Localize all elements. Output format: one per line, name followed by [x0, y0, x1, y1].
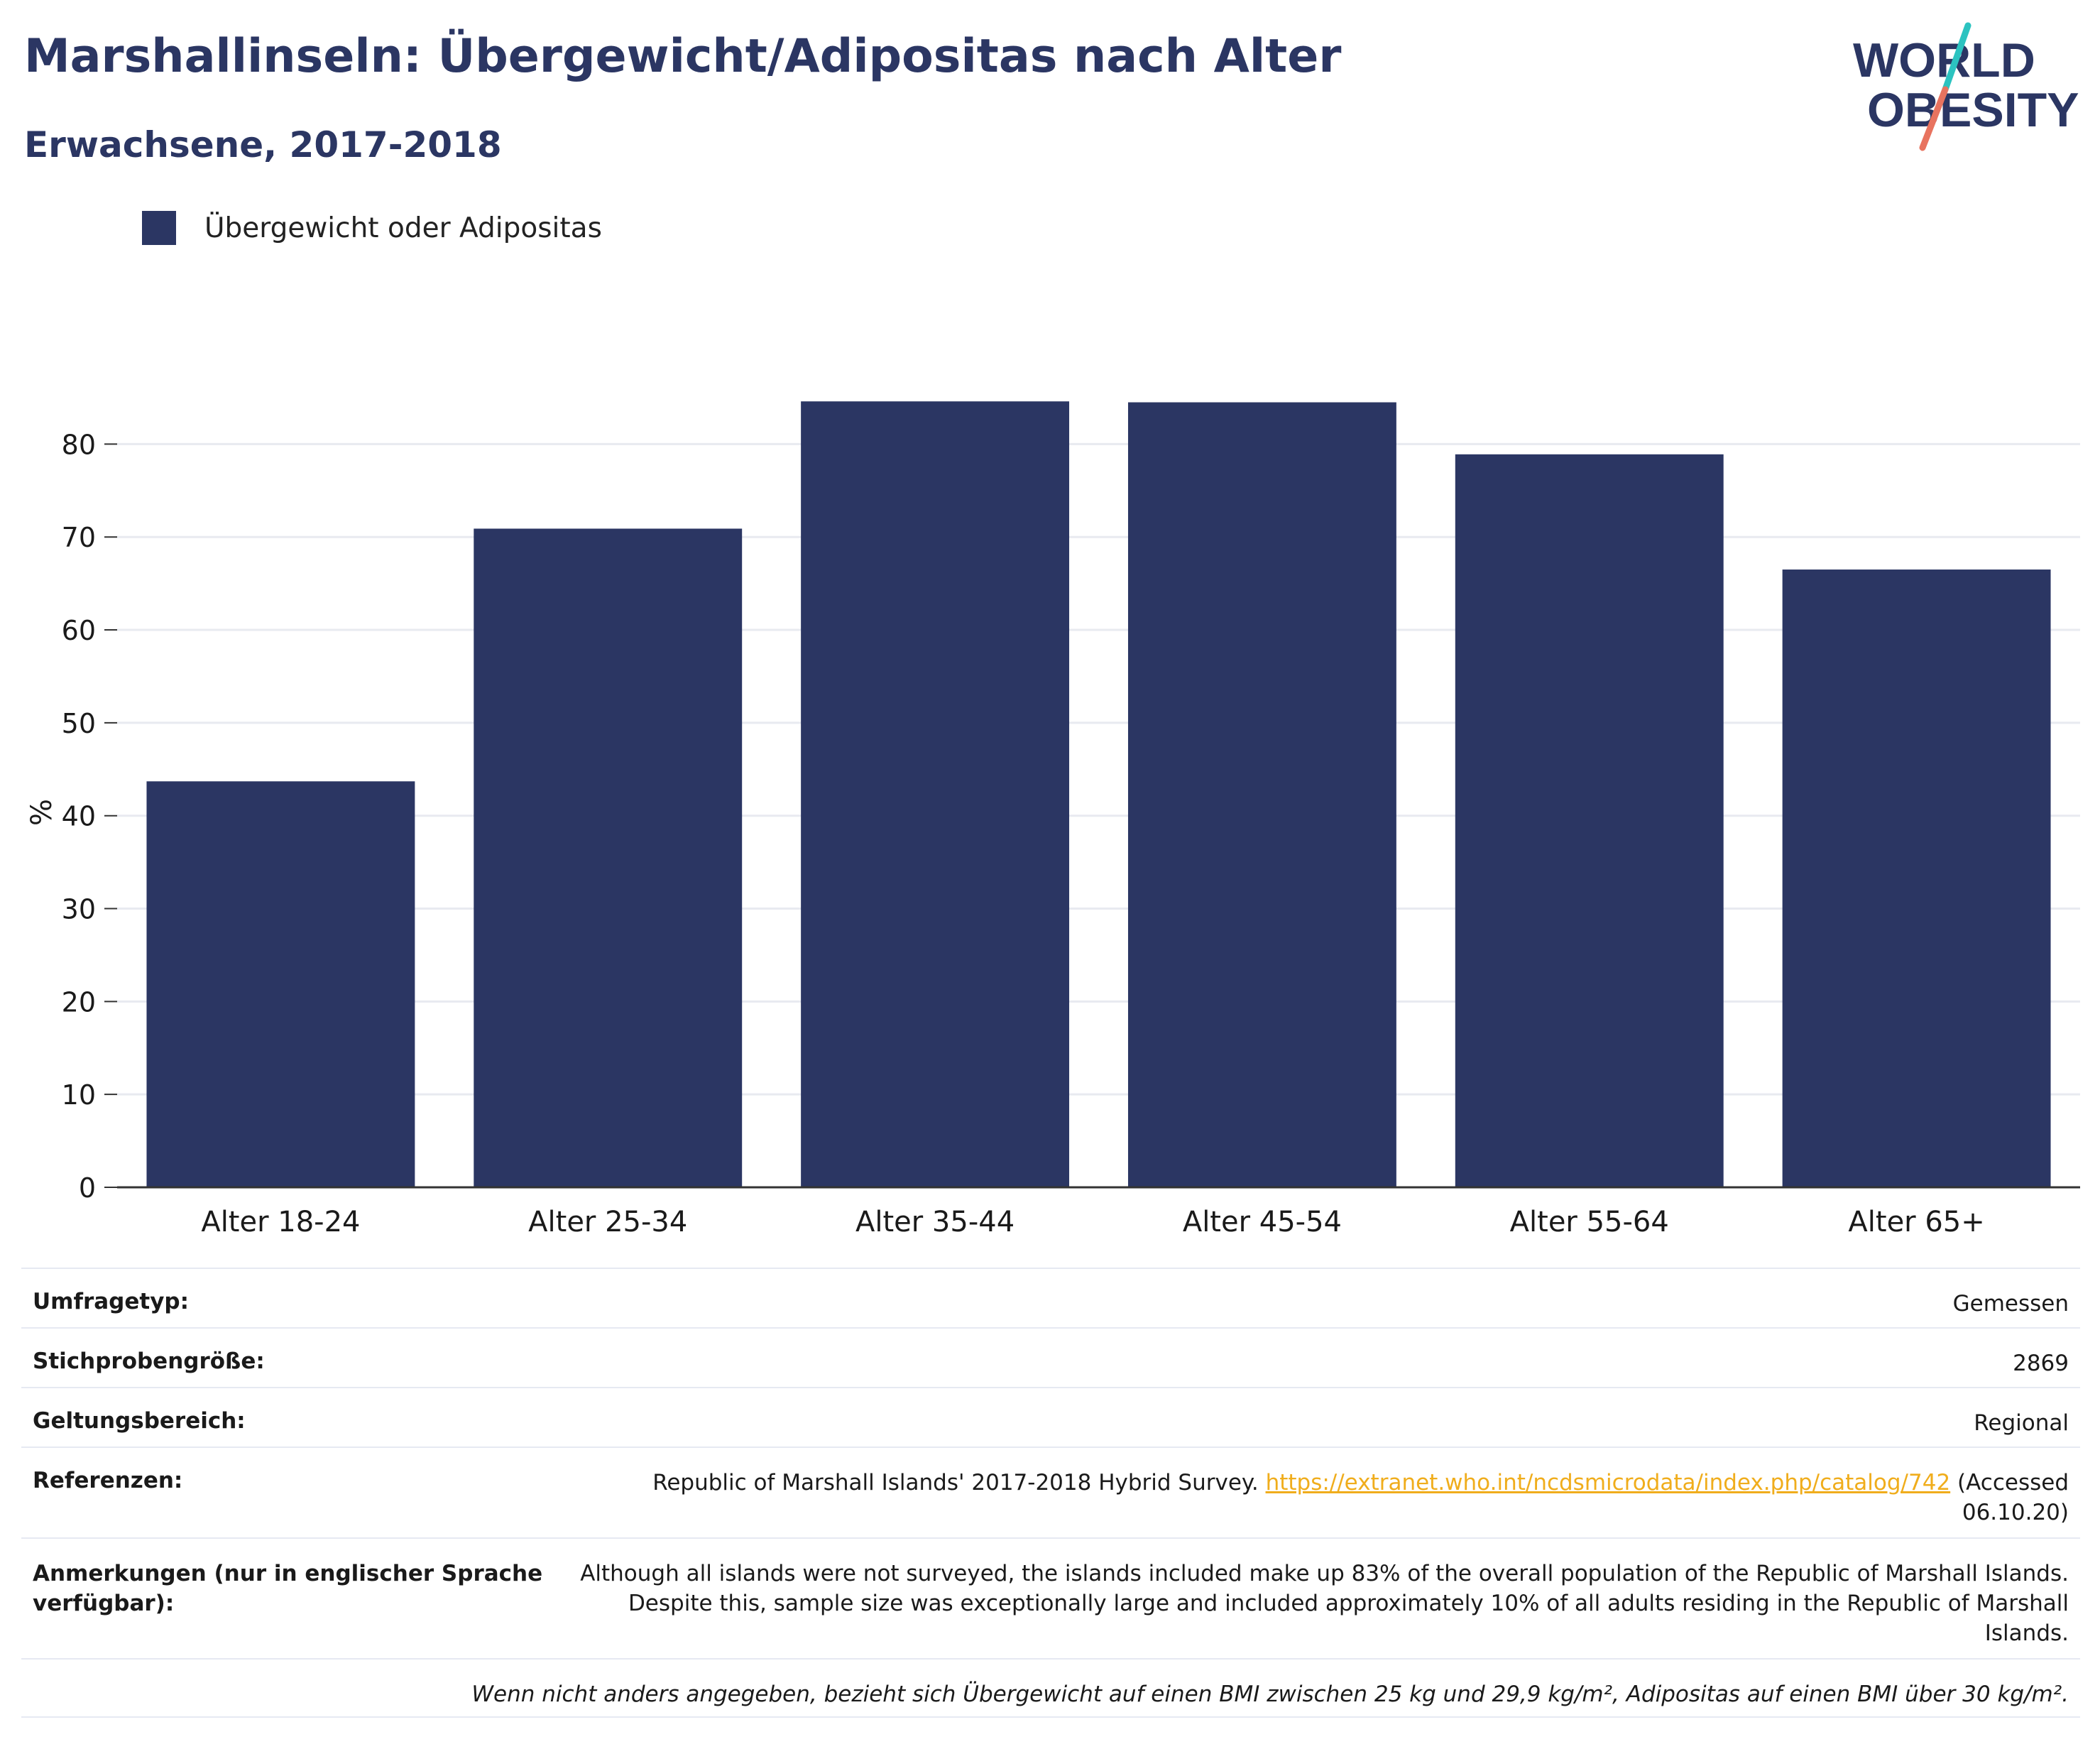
- bar-alter-55-64: [1455, 454, 1724, 1187]
- grid-lines: [117, 442, 2080, 1096]
- references-suffix: (Accessed 06.10.20): [1957, 1470, 2069, 1525]
- y-tick-label: 30: [62, 894, 96, 925]
- survey-info-table: Umfragetyp: Gemessen Stichprobengröße: 2…: [21, 1268, 2080, 1718]
- references-value: Republic of Marshall Islands' 2017-2018 …: [549, 1468, 2069, 1527]
- bar-alter-45-54: [1127, 402, 1396, 1187]
- chart-subtitle: Erwachsene, 2017-2018: [24, 124, 502, 165]
- notes-value: Although all islands were not surveyed, …: [580, 1561, 2069, 1646]
- notes-label: Anmerkungen (nur in englischer Sprache v…: [33, 1561, 543, 1616]
- world-obesity-logo: WORLD OBESITY: [1853, 22, 2079, 151]
- y-tick-label: 40: [62, 801, 96, 832]
- bar-alter-65-: [1782, 570, 2051, 1187]
- scope-value: Regional: [1974, 1410, 2069, 1436]
- bar-chart: 0 10 20 30 40 50 60 70 80% Alter 18-24 Alter 25-34…: [26, 401, 2080, 1238]
- survey-type-value: Gemessen: [1952, 1291, 2069, 1317]
- y-tick-label: 80: [62, 429, 96, 460]
- x-tick-label: Alter 65+: [1848, 1206, 1984, 1238]
- logo-slash-coral: [1919, 86, 1949, 151]
- sample-size-value: 2869: [2013, 1351, 2069, 1376]
- bar-alter-18-24: [146, 781, 415, 1187]
- references-label: Referenzen:: [33, 1468, 183, 1493]
- y-tick-label: 20: [62, 986, 96, 1018]
- y-axis-label: %: [26, 799, 58, 826]
- y-tick-label: 0: [79, 1172, 96, 1204]
- y-tick-label: 10: [62, 1079, 96, 1111]
- axes: 0 10 20 30 40 50 60 70 80% Alter 18-24 Alter 25-34…: [26, 429, 2080, 1238]
- legend-label: Übergewicht oder Adipositas: [204, 212, 602, 244]
- logo-word-world: WORLD: [1853, 33, 2035, 87]
- info-row-notes: Anmerkungen (nur in englischer Sprache v…: [21, 1537, 2080, 1658]
- references-link[interactable]: https://extranet.who.int/ncdsmicrodata/i…: [1265, 1470, 1951, 1495]
- x-tick-label: Alter 25-34: [528, 1206, 687, 1238]
- x-tick-label: Alter 35-44: [855, 1206, 1015, 1238]
- x-tick-label: Alter 18-24: [201, 1206, 360, 1238]
- info-row-scope: Geltungsbereich: Regional: [21, 1387, 2080, 1446]
- bars: [146, 401, 2051, 1188]
- y-tick-label: 70: [62, 522, 96, 553]
- footnote: Wenn nicht anders angegeben, bezieht sic…: [471, 1682, 2069, 1707]
- info-row-sample-size: Stichprobengröße: 2869: [21, 1327, 2080, 1387]
- bar-alter-35-44: [801, 401, 1070, 1188]
- x-tick-label: Alter 55-64: [1510, 1206, 1669, 1238]
- y-tick-label: 60: [62, 615, 96, 646]
- chart-title: Marshallinseln: Übergewicht/Adipositas n…: [24, 30, 1342, 83]
- info-row-survey-type: Umfragetyp: Gemessen: [21, 1268, 2080, 1327]
- chart-legend: Übergewicht oder Adipositas: [142, 211, 602, 245]
- sample-size-label: Stichprobengröße:: [33, 1348, 265, 1374]
- legend-swatch: [142, 211, 176, 245]
- logo-word-obesity: OBESITY: [1867, 83, 2079, 137]
- y-tick-label: 50: [62, 708, 96, 739]
- info-row-footnote: Wenn nicht anders angegeben, bezieht sic…: [21, 1658, 2080, 1718]
- scope-label: Geltungsbereich:: [33, 1408, 246, 1434]
- x-tick-label: Alter 45-54: [1183, 1206, 1342, 1238]
- logo-slash-teal: [1942, 22, 1972, 93]
- info-row-references: Referenzen: Republic of Marshall Islands…: [21, 1446, 2080, 1537]
- bar-alter-25-34: [474, 528, 743, 1187]
- survey-type-label: Umfragetyp:: [33, 1289, 189, 1314]
- references-text: Republic of Marshall Islands' 2017-2018 …: [652, 1470, 1259, 1495]
